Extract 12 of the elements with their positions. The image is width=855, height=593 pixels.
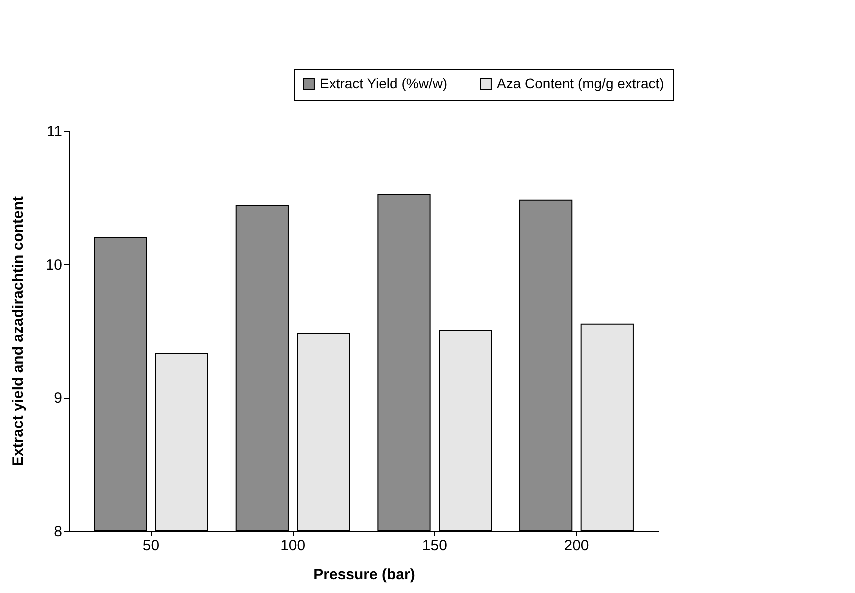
x-tick-label: 150 <box>422 538 448 554</box>
y-tick-label: 8 <box>54 524 62 540</box>
x-tick-label: 100 <box>280 538 306 554</box>
x-tick-label: 200 <box>564 538 590 554</box>
y-tick-label: 11 <box>46 124 62 140</box>
legend-label: Aza Content (mg/g extract) <box>497 75 664 92</box>
x-axis-title: Pressure (bar) <box>314 566 416 584</box>
y-tick-label: 9 <box>54 390 62 408</box>
x-tick-label: 50 <box>142 538 160 554</box>
y-tick-label: 10 <box>46 256 62 274</box>
y-axis-title: Extract yield and azadirachtin content <box>10 196 27 467</box>
legend-label: Extract Yield (%w/w) <box>320 75 448 92</box>
